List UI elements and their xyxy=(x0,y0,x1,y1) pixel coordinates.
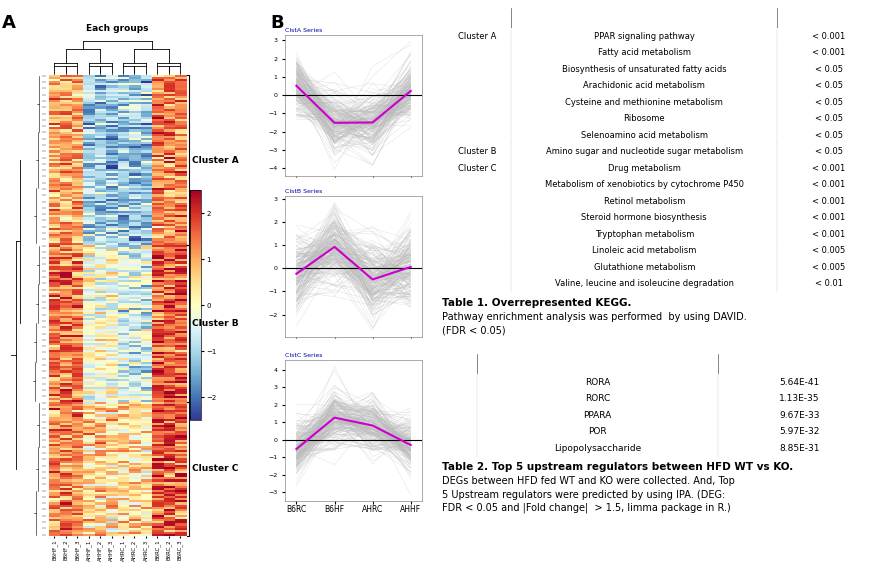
Text: Cluster B: Cluster B xyxy=(458,147,496,156)
Text: Ribosome: Ribosome xyxy=(624,114,666,123)
Text: < 0.001: < 0.001 xyxy=(812,180,845,190)
Text: A: A xyxy=(2,14,16,32)
Text: < 0.001: < 0.001 xyxy=(812,32,845,41)
Text: Pathway enrichment analysis was performed  by using DAVID.
(FDR < 0.05): Pathway enrichment analysis was performe… xyxy=(442,312,747,335)
Text: Cluster: Cluster xyxy=(458,13,496,23)
Text: Metabolism of xenobiotics by cytochrome P450: Metabolism of xenobiotics by cytochrome … xyxy=(545,180,743,190)
Text: 9.67E-33: 9.67E-33 xyxy=(779,411,820,420)
Text: Table 1. Overrepresented KEGG.: Table 1. Overrepresented KEGG. xyxy=(442,298,632,308)
Text: < 0.05: < 0.05 xyxy=(815,81,843,90)
Text: ClstB Series: ClstB Series xyxy=(285,189,322,194)
Text: Drug metabolism: Drug metabolism xyxy=(608,164,681,173)
Text: FDR: FDR xyxy=(818,13,840,23)
Text: < 0.05: < 0.05 xyxy=(815,131,843,140)
Text: RORC: RORC xyxy=(585,394,610,403)
Text: Lipopolysaccharide: Lipopolysaccharide xyxy=(554,444,641,453)
Text: Selenoamino acid metabolism: Selenoamino acid metabolism xyxy=(581,131,708,140)
Text: POR: POR xyxy=(589,427,607,436)
Text: 5.97E-32: 5.97E-32 xyxy=(779,427,820,436)
Text: Cluster C: Cluster C xyxy=(458,164,496,173)
Text: < 0.001: < 0.001 xyxy=(812,213,845,222)
Text: Fatty acid metabolism: Fatty acid metabolism xyxy=(597,48,691,57)
Text: 5.64E-41: 5.64E-41 xyxy=(779,378,820,386)
Text: < 0.05: < 0.05 xyxy=(815,114,843,123)
Text: Retinol metabolism: Retinol metabolism xyxy=(604,197,685,206)
Text: < 0.05: < 0.05 xyxy=(815,147,843,156)
Text: Steroid hormone biosynthesis: Steroid hormone biosynthesis xyxy=(581,213,707,222)
Text: < 0.001: < 0.001 xyxy=(812,230,845,238)
Text: B: B xyxy=(270,14,283,32)
Text: Glutathione metabolism: Glutathione metabolism xyxy=(594,263,695,272)
Text: Each groups: Each groups xyxy=(86,24,149,32)
Text: Cysteine and methionine metabolism: Cysteine and methionine metabolism xyxy=(566,98,723,107)
Text: < 0.05: < 0.05 xyxy=(815,98,843,107)
Text: Amino sugar and nucleotide sugar metabolism: Amino sugar and nucleotide sugar metabol… xyxy=(546,147,743,156)
Text: < 0.01: < 0.01 xyxy=(815,279,843,288)
Text: ClstA Series: ClstA Series xyxy=(285,28,322,33)
Text: Cluster C: Cluster C xyxy=(192,464,238,473)
Text: Table 2. Top 5 upstream regulators between HFD WT vs KO.: Table 2. Top 5 upstream regulators betwe… xyxy=(442,463,794,472)
Text: Valine, leucine and isoleucine degradation: Valine, leucine and isoleucine degradati… xyxy=(555,279,734,288)
Text: < 0.001: < 0.001 xyxy=(812,48,845,57)
Text: Linoleic acid metabolism: Linoleic acid metabolism xyxy=(592,247,696,255)
Text: Upstream Regulator: Upstream Regulator xyxy=(542,359,653,369)
Text: 1.13E-35: 1.13E-35 xyxy=(779,394,820,403)
Text: < 0.05: < 0.05 xyxy=(815,65,843,74)
Text: < 0.005: < 0.005 xyxy=(812,247,845,255)
Text: Cluster A: Cluster A xyxy=(192,156,239,165)
Text: < 0.001: < 0.001 xyxy=(812,197,845,206)
Text: ClstC Series: ClstC Series xyxy=(285,353,322,358)
Text: Tryptophan metabolism: Tryptophan metabolism xyxy=(595,230,694,238)
Text: PPARA: PPARA xyxy=(583,411,612,420)
Text: 8.85E-31: 8.85E-31 xyxy=(779,444,820,453)
Text: Cluster A: Cluster A xyxy=(458,32,496,41)
Text: < 0.001: < 0.001 xyxy=(812,164,845,173)
Text: Biosynthesis of unsaturated fatty acids: Biosynthesis of unsaturated fatty acids xyxy=(562,65,727,74)
Text: Arachidonic acid metabolism: Arachidonic acid metabolism xyxy=(583,81,705,90)
Text: KEGG pathway: KEGG pathway xyxy=(604,13,684,23)
Text: PPAR signaling pathway: PPAR signaling pathway xyxy=(594,32,695,41)
Text: p-value of overlap: p-value of overlap xyxy=(750,359,850,369)
Text: < 0.005: < 0.005 xyxy=(812,263,845,272)
Text: Cluster B: Cluster B xyxy=(192,319,239,328)
Text: RORA: RORA xyxy=(585,378,610,386)
Text: DEGs between HFD fed WT and KO were collected. And, Top
5 Upstream regulators we: DEGs between HFD fed WT and KO were coll… xyxy=(442,476,735,513)
